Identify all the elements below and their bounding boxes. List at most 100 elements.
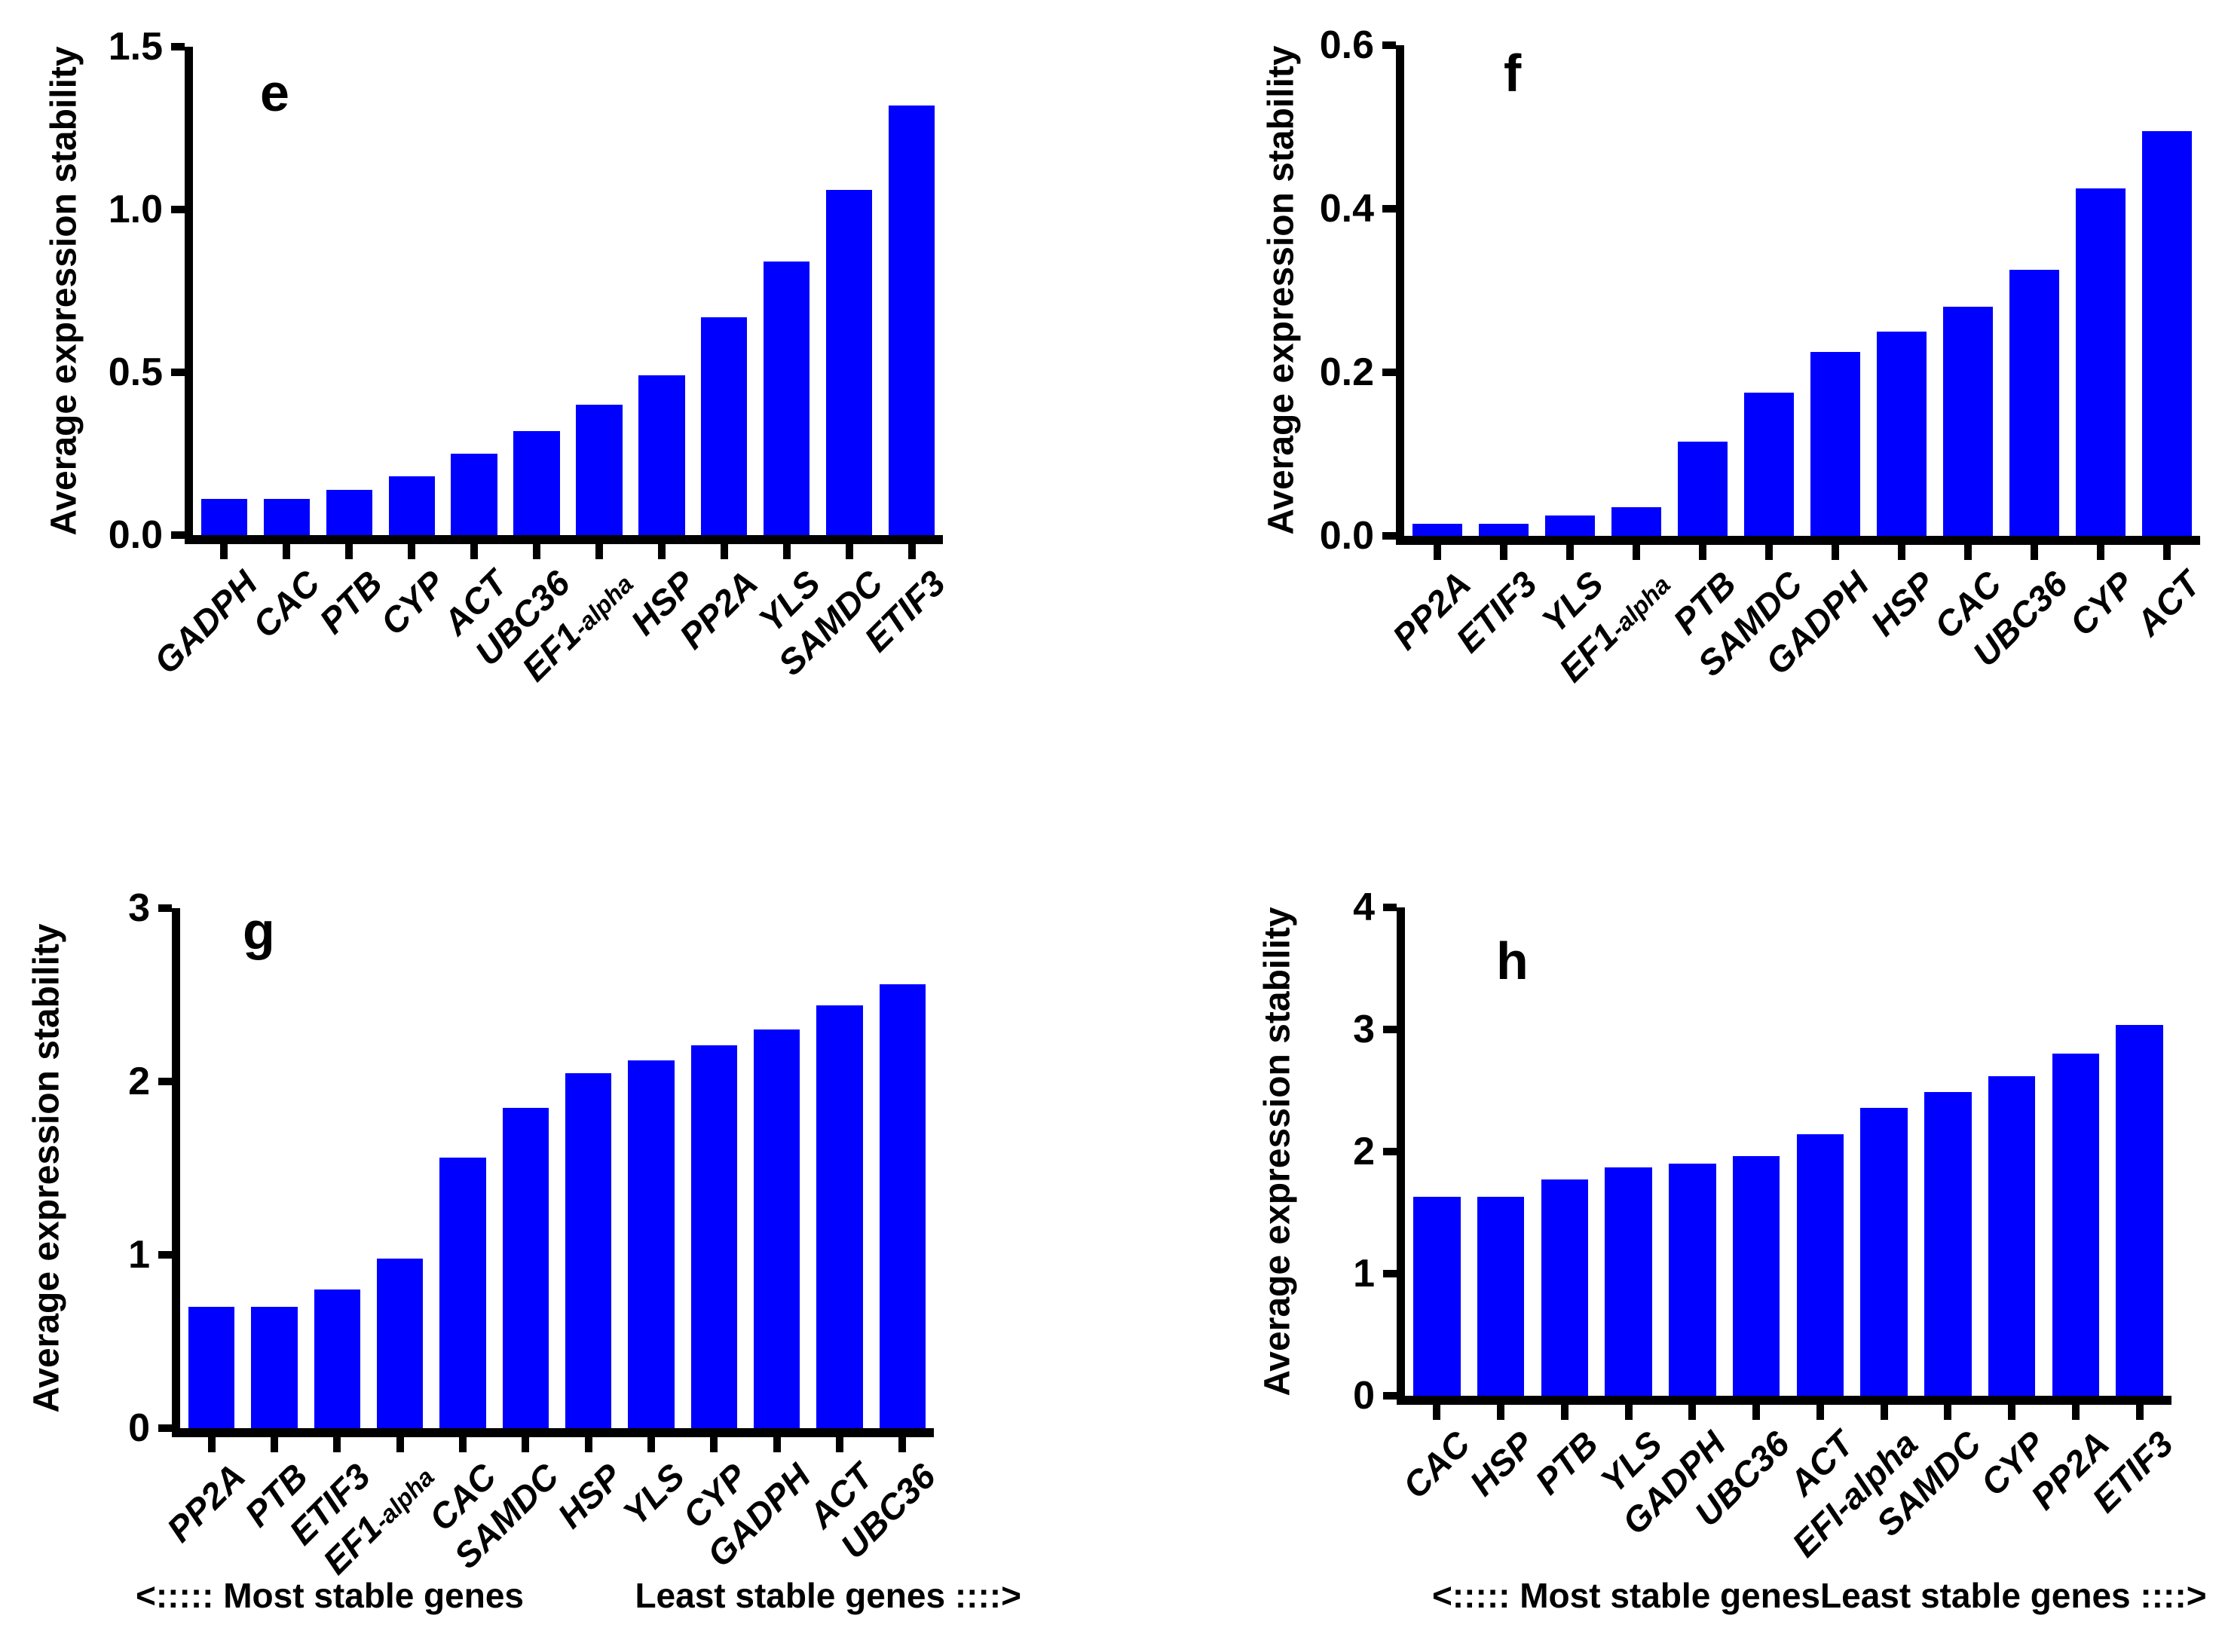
y-tick-label: 0.0 xyxy=(1319,514,1374,558)
y-axis-tick xyxy=(1383,1270,1397,1277)
bar-YLS xyxy=(764,262,810,535)
x-axis-tick xyxy=(773,1437,781,1452)
bar-EFI-alpha xyxy=(1860,1107,1908,1396)
bar-SAMDC xyxy=(1744,393,1794,536)
bar-ACT xyxy=(451,454,497,535)
y-tick-label: 1.5 xyxy=(108,25,163,69)
x-axis-tick xyxy=(2008,1405,2016,1420)
x-axis-tick xyxy=(2031,545,2038,560)
y-axis-tick xyxy=(158,1424,172,1432)
x-axis-tick xyxy=(1964,545,1972,560)
caption-most-stable-h: <::::: Most stable genes xyxy=(1432,1576,1821,1615)
y-tick-label: 4 xyxy=(1353,886,1375,929)
x-axis-tick xyxy=(1566,545,1574,560)
bar-SAMDC xyxy=(1924,1091,1972,1396)
x-axis-tick xyxy=(710,1437,718,1452)
bar-PP2A xyxy=(701,317,748,535)
x-axis-tick xyxy=(1880,1405,1888,1420)
stability-caption-g: <::::: Most stable genes Least stable ge… xyxy=(136,1575,1021,1616)
y-axis-tick xyxy=(1383,904,1397,911)
y-axis-tick xyxy=(158,1078,172,1085)
bar-PP2A xyxy=(188,1307,235,1428)
x-axis-tick xyxy=(595,544,603,559)
bar-HSP xyxy=(1477,1196,1525,1396)
panel-letter-g: g xyxy=(243,901,275,960)
bar-PTB xyxy=(1678,442,1728,536)
y-tick-label: 0.2 xyxy=(1319,350,1374,394)
x-axis-tick xyxy=(2135,1405,2144,1420)
bar-chart-panel-h: 0 1 2 3 4 CAC HSP PTB YLS GADPH UBC36 ACT EFI-alpha S… xyxy=(1353,886,2181,1565)
caption-least-stable-h: Least stable genes ::::> xyxy=(1820,1576,2207,1615)
bar-ACT xyxy=(1796,1134,1844,1396)
bar-PTB xyxy=(1541,1179,1589,1396)
bar-CAC xyxy=(1413,1196,1461,1396)
bar-CYP xyxy=(1988,1075,2036,1396)
caption-least-stable-g: Least stable genes ::::> xyxy=(635,1576,1021,1615)
y-axis-tick xyxy=(171,206,185,213)
x-axis-tick xyxy=(1898,545,1905,560)
y-tick-label: 3 xyxy=(1353,1008,1375,1051)
bar-PP2A xyxy=(2052,1054,2100,1396)
y-axis-tick xyxy=(1383,1392,1397,1400)
x-axis-tick xyxy=(1497,1405,1505,1420)
bar-UBC36 xyxy=(513,430,560,535)
panel-letter-h: h xyxy=(1496,932,1529,990)
x-axis-tick xyxy=(1624,1405,1633,1420)
y-tick-label: 0.0 xyxy=(108,513,163,557)
x-axis-tick xyxy=(1816,1405,1824,1420)
x-axis-tick xyxy=(1433,1405,1441,1420)
y-axis-tick xyxy=(1382,41,1396,49)
bar-HSP xyxy=(565,1072,612,1428)
y-axis-tick xyxy=(171,43,185,50)
x-axis-tick xyxy=(720,544,728,559)
bar-YLS xyxy=(628,1060,675,1428)
bar-ACT xyxy=(816,1005,863,1428)
bar-CAC xyxy=(1943,307,1993,536)
x-axis-tick xyxy=(533,544,541,559)
panel-letter-f: f xyxy=(1504,44,1522,102)
y-tick-label: 0.6 xyxy=(1319,23,1374,67)
bar-HSP xyxy=(1877,331,1927,536)
x-axis-tick xyxy=(333,1437,341,1452)
x-axis-tick xyxy=(1832,545,1839,560)
bar-SAMDC xyxy=(825,190,873,535)
bar-HSP xyxy=(638,375,685,535)
y-axis-title-e: Average expression stability xyxy=(44,46,84,536)
bar-EF1-alpha xyxy=(576,405,623,535)
bar-ACT xyxy=(2142,130,2192,536)
bar-GADPH xyxy=(1810,351,1860,536)
y-axis-tick xyxy=(1382,205,1396,213)
bar-UBC36 xyxy=(2009,270,2059,536)
bar-SAMDC xyxy=(502,1107,549,1428)
y-tick-label: 0 xyxy=(128,1406,150,1450)
bar-ETIF3 xyxy=(1479,523,1529,536)
x-axis-tick xyxy=(345,544,353,559)
bar-chart-panel-f: 0.0 0.2 0.4 0.6 PP2A ETIF3 YLS EF1-alpha PTB SAMD… xyxy=(1320,23,2208,690)
y-tick-label: 1 xyxy=(128,1233,150,1277)
y-tick-label: 0.4 xyxy=(1319,187,1374,231)
x-axis-tick xyxy=(836,1437,843,1452)
y-axis-tick xyxy=(158,904,172,912)
y-axis-tick xyxy=(1382,532,1396,540)
x-axis-tick xyxy=(2163,545,2171,560)
y-tick-label: 2 xyxy=(128,1060,150,1103)
x-axis-tick xyxy=(647,1437,655,1452)
x-axis-tick xyxy=(1752,1405,1761,1420)
x-axis-tick xyxy=(584,1437,592,1452)
y-axis-tick xyxy=(158,1251,172,1259)
x-axis-tick xyxy=(408,544,416,559)
bar-EF1-alpha xyxy=(376,1258,424,1428)
bar-CYP xyxy=(388,476,435,535)
x-axis-tick xyxy=(907,544,916,559)
y-axis-tick xyxy=(171,369,185,376)
y-axis-title-f: Average expression stability xyxy=(1261,45,1302,535)
bar-GADPH xyxy=(200,499,248,535)
x-axis-tick xyxy=(220,544,228,559)
x-axis-tick xyxy=(396,1437,404,1452)
x-axis-tick xyxy=(2097,545,2104,560)
bar-PTB xyxy=(251,1307,298,1428)
y-axis-tick xyxy=(1383,1026,1397,1033)
x-axis-tick xyxy=(1765,545,1773,560)
panel-letter-e: e xyxy=(260,63,289,122)
